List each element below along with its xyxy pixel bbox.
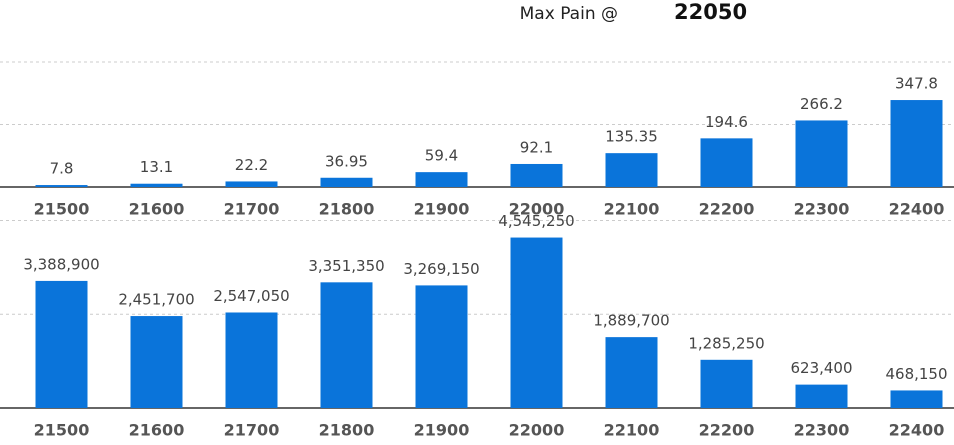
x-tick-label: 22400: [889, 421, 945, 440]
max-pain-label: Max Pain @: [520, 4, 618, 24]
bar: [130, 316, 183, 408]
value-label: 2,547,050: [213, 287, 289, 305]
value-label: 22.2: [235, 156, 268, 174]
bar: [320, 177, 373, 187]
x-tick-label: 21700: [224, 200, 280, 219]
value-label: 7.8: [50, 160, 74, 178]
x-tick-label: 21500: [34, 421, 90, 440]
value-label: 92.1: [520, 138, 553, 156]
x-tick-label: 21900: [414, 200, 470, 219]
value-label: 13.1: [140, 158, 173, 176]
value-label: 266.2: [800, 95, 843, 113]
x-tick-label: 22200: [699, 421, 755, 440]
bar: [795, 120, 848, 187]
x-tick-label: 22100: [604, 421, 660, 440]
bar: [605, 337, 658, 408]
bar: [795, 384, 848, 408]
value-label: 347.8: [895, 75, 938, 93]
bar: [890, 100, 943, 187]
x-tick-label: 22300: [794, 200, 850, 219]
bar: [225, 312, 278, 408]
value-label: 623,400: [790, 359, 852, 377]
bar: [130, 183, 183, 187]
x-tick-label: 22000: [509, 421, 565, 440]
value-label: 468,150: [885, 365, 947, 383]
x-tick-label: 21800: [319, 421, 375, 440]
value-label: 3,269,150: [403, 260, 479, 278]
bar: [225, 181, 278, 187]
x-tick-label: 21900: [414, 421, 470, 440]
value-label: 4,545,250: [498, 212, 574, 230]
x-tick-label: 22100: [604, 200, 660, 219]
value-label: 3,388,900: [23, 255, 99, 273]
bar: [35, 185, 88, 187]
max-pain-value: 22050: [674, 0, 747, 24]
x-tick-label: 22300: [794, 421, 850, 440]
value-label: 3,351,350: [308, 257, 384, 275]
bar: [35, 280, 88, 408]
value-label: 194.6: [705, 113, 748, 131]
x-tick-label: 21600: [129, 421, 185, 440]
x-tick-label: 22200: [699, 200, 755, 219]
bar: [700, 359, 753, 408]
bar: [605, 153, 658, 187]
x-tick-label: 21500: [34, 200, 90, 219]
x-tick-label: 21700: [224, 421, 280, 440]
x-tick-label: 21800: [319, 200, 375, 219]
bar: [320, 282, 373, 408]
bar: [510, 163, 563, 187]
bar: [700, 138, 753, 187]
value-label: 1,889,700: [593, 312, 669, 330]
bar: [510, 237, 563, 408]
value-label: 1,285,250: [688, 334, 764, 352]
value-label: 135.35: [605, 128, 658, 146]
value-label: 2,451,700: [118, 291, 194, 309]
x-tick-label: 22000: [509, 200, 565, 219]
bar: [415, 285, 468, 408]
bar: [415, 172, 468, 187]
bar: [890, 390, 943, 408]
x-tick-label: 22400: [889, 200, 945, 219]
value-label: 59.4: [425, 147, 458, 165]
value-label: 36.95: [325, 152, 368, 170]
x-tick-label: 21600: [129, 200, 185, 219]
